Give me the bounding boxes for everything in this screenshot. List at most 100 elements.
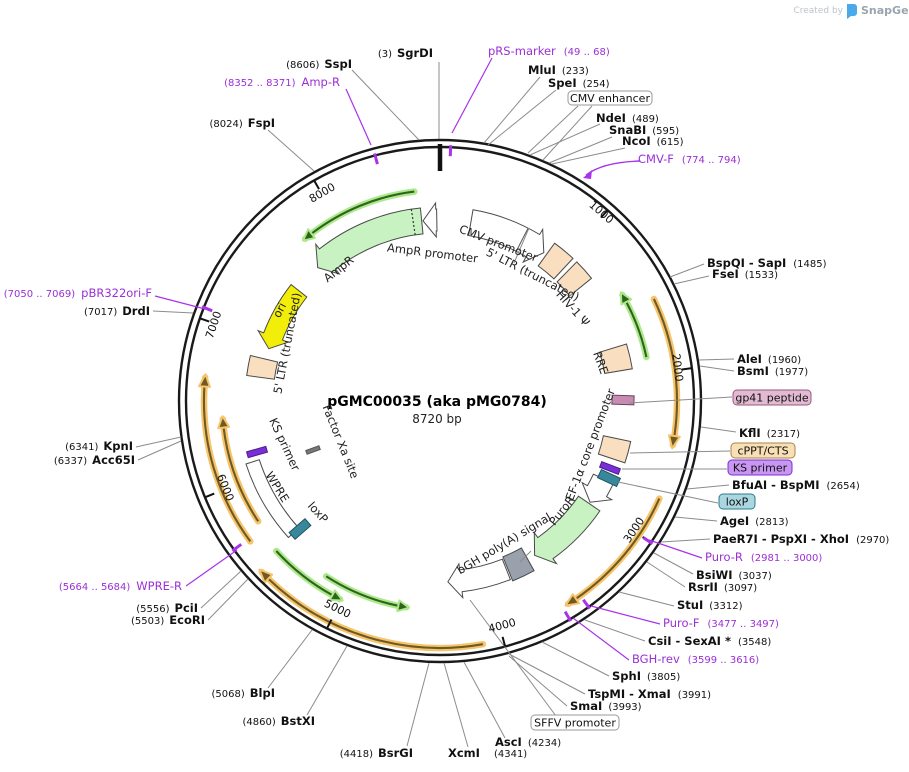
enzyme-label-fspi[interactable]: (8024) FspI <box>210 116 275 130</box>
boxed-label-loxp[interactable]: loxP <box>718 493 756 510</box>
enzyme-label-bsmi[interactable]: BsmI (1977) <box>737 364 808 378</box>
primer-label-amp-r[interactable]: (8352 .. 8371) Amp-R <box>224 75 340 89</box>
leader-line <box>700 426 737 433</box>
enzyme-label-ndei[interactable]: NdeI (489) <box>596 111 659 125</box>
plasmid-title[interactable]: pGMC00035 (aka pMG0784) <box>327 394 547 410</box>
enzyme-label-bstxi[interactable]: (4860) BstXI <box>242 714 315 728</box>
leader-line <box>463 661 506 739</box>
enzyme-label-agei[interactable]: AgeI (2813) <box>720 514 789 528</box>
ks-primer-left-arrow[interactable] <box>245 445 269 459</box>
leader-line <box>508 655 568 707</box>
plasmid-size: 8720 bp <box>412 412 462 426</box>
svg-text:gp41 peptide: gp41 peptide <box>735 392 809 405</box>
orf-arrows-layer <box>198 188 681 652</box>
enzyme-label-blpi[interactable]: (5068) BlpI <box>212 686 275 700</box>
ampr-arrow[interactable] <box>315 207 424 275</box>
leader-line <box>618 591 675 607</box>
orf-arrow-orange-right-2-line <box>575 498 661 600</box>
enzyme-label-xcmi[interactable]: XcmI (4341) <box>448 746 527 760</box>
hiv1-psi-box-1[interactable] <box>537 242 574 280</box>
primer-label-wpre-r[interactable]: (5664 .. 5684) WPRE-R <box>59 579 182 593</box>
primer-label-bgh-rev[interactable]: BGH-rev (3599 .. 3616) <box>632 652 759 666</box>
enzyme-label-csii-sexai[interactable]: CsiI - SexAI * (3548) <box>648 634 771 648</box>
enzyme-label-snabi[interactable]: SnaBI (595) <box>609 123 679 137</box>
enzyme-label-sspi[interactable]: (8606) SspI <box>286 57 352 71</box>
leader-line <box>508 653 586 695</box>
leader-line <box>406 662 430 747</box>
enzyme-label-kfli[interactable]: KflI (2317) <box>739 426 800 440</box>
primer-label-pbr322ori-f[interactable]: (7050 .. 7069) pBR322ori-F <box>4 286 152 300</box>
orf-arrow-green-topleft-line <box>310 190 415 235</box>
watermark-created-by: Created by <box>793 6 843 16</box>
cmv-f-leader-curve <box>585 160 641 176</box>
gp41-peptide-arrow[interactable] <box>611 394 635 406</box>
tick-label-2000: 2000 <box>669 353 685 382</box>
boxed-label-cppt-cts[interactable]: cPPT/CTS <box>730 442 796 459</box>
cmv-promoter-arrow[interactable] <box>468 209 545 264</box>
primer-leader-line <box>451 57 493 134</box>
orf-arrow-orange-right-2 <box>564 495 663 608</box>
ring-tick-2000 <box>681 367 692 371</box>
enzyme-label-bfuai-bspmi[interactable]: BfuAI - BspMI (2654) <box>732 478 860 492</box>
enzyme-label-drdi[interactable]: (7017) DrdI <box>84 304 150 318</box>
leader-line <box>267 129 315 172</box>
tick-label-7000: 7000 <box>203 310 224 341</box>
primer-label-puro-f[interactable]: Puro-F (3477 .. 3497) <box>663 616 779 630</box>
boxed-label-cmv-enhancer[interactable]: CMV enhancer <box>567 90 653 106</box>
ks-primer-right-arrow[interactable] <box>598 460 622 476</box>
enzyme-label-smai[interactable]: SmaI (3993) <box>570 699 642 713</box>
feature-label-ori[interactable]: ori <box>270 300 289 320</box>
enzyme-label-mlui[interactable]: MluI (233) <box>528 63 589 77</box>
primer-label-cmv-f[interactable]: CMV-F (774 .. 794) <box>638 152 741 166</box>
enzyme-label-sphi[interactable]: SphI (3805) <box>612 669 680 683</box>
leader-line <box>674 516 718 522</box>
primer-binding-tick <box>373 153 379 165</box>
enzyme-label-pcii[interactable]: (5556) PciI <box>136 601 198 615</box>
enzyme-label-alei[interactable]: AleI (1960) <box>737 352 801 366</box>
enzyme-label-ecori[interactable]: (5503) EcoRI <box>131 613 205 627</box>
puror-arrow[interactable] <box>533 495 601 565</box>
leader-line <box>653 552 694 575</box>
5ltr-truncated-left-box[interactable] <box>246 354 279 380</box>
enzyme-label-bsrgi[interactable]: (4418) BsrGI <box>340 746 413 760</box>
enzyme-label-kpni[interactable]: (6341) KpnI <box>65 439 133 453</box>
sffv-promoter-arrow[interactable] <box>447 558 512 600</box>
bgh-polya-signal-box[interactable] <box>502 547 535 582</box>
primer-label-puro-r[interactable]: Puro-R (2981 .. 3000) <box>705 550 822 564</box>
enzyme-label-ncoi[interactable]: NcoI (615) <box>622 134 684 148</box>
feature-glyphs-layer <box>245 201 635 600</box>
enzyme-label-stui[interactable]: StuI (3312) <box>677 598 743 612</box>
factor-xa-site-tick[interactable] <box>305 445 321 455</box>
loxp-left-arrow[interactable] <box>288 518 312 540</box>
enzyme-label-tspmi-xmai[interactable]: TspMI - XmaI (3991) <box>588 687 711 701</box>
enzyme-label-bsiwi[interactable]: BsiWI (3037) <box>696 568 772 582</box>
orf-arrow-orange-left-2 <box>217 415 262 525</box>
wpre-box[interactable] <box>245 459 300 539</box>
leader-line <box>267 629 313 689</box>
feature-label-loxp-left[interactable]: loxP <box>305 499 331 526</box>
ampr-promoter-arrow[interactable] <box>422 201 438 239</box>
enzyme-label-asci[interactable]: AscI (4234) <box>495 735 561 749</box>
enzyme-label-bspqi-sapi[interactable]: BspQI - SapI (1485) <box>707 256 827 270</box>
feature-label-ks-primer-left[interactable]: KS primer <box>266 416 303 474</box>
enzyme-label-acc65i[interactable]: (6337) Acc65I <box>54 453 135 467</box>
boxed-label-gp41-peptide[interactable]: gp41 peptide <box>732 389 812 406</box>
ori-arrow[interactable] <box>256 283 308 350</box>
enzyme-label-sgrdi[interactable]: (3) SgrDI <box>378 46 433 60</box>
enzyme-label-fsei[interactable]: FseI (1533) <box>712 267 778 281</box>
snapgene-watermark[interactable]: Created by SnapGene <box>793 4 909 19</box>
feature-label-factor-xa-site[interactable]: Factor Xa site <box>320 403 362 481</box>
enzyme-label-paer7i-pspxi-xhoi[interactable]: PaeR7I - PspXI - XhoI (2970) <box>713 532 889 546</box>
cppt-cts-box[interactable] <box>597 435 632 464</box>
boxed-label-sffv-promoter[interactable]: SFFV promoter <box>530 714 620 731</box>
tick-label-4000: 4000 <box>487 616 517 636</box>
leader-line <box>135 436 182 448</box>
boxed-label-ks-primer[interactable]: KS primer <box>727 459 793 476</box>
rre-box[interactable] <box>599 343 633 374</box>
primer-label-prs-marker[interactable]: pRS-marker (49 .. 68) <box>488 44 610 58</box>
feature-label-ampr-promoter[interactable]: AmpR promoter <box>386 241 479 266</box>
orf-arrow-orange-right-2-head <box>564 593 581 607</box>
enzyme-label-rsrii[interactable]: RsrII (3097) <box>688 580 757 594</box>
enzyme-label-spei[interactable]: SpeI (254) <box>548 76 610 90</box>
